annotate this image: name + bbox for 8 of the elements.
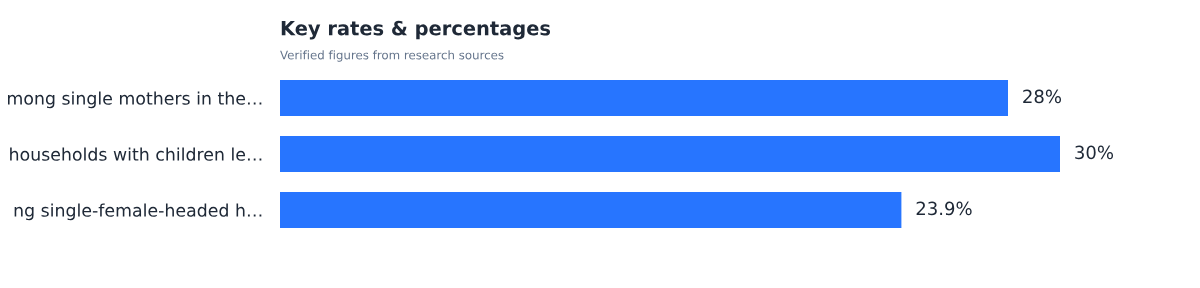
data-label: 28% — [1023, 89, 1062, 104]
data-label: 23.9% — [916, 201, 972, 216]
y-tick-label: ng single-female-headed h… — [14, 203, 262, 221]
y-tick-label: mong single mothers in the… — [8, 91, 262, 109]
data-label: 30% — [1075, 145, 1114, 160]
chart-title: Key rates & percentages — [281, 20, 551, 40]
chart-subtitle: Verified figures from research sources — [280, 50, 504, 62]
y-tick-label: households with children le… — [10, 147, 262, 161]
